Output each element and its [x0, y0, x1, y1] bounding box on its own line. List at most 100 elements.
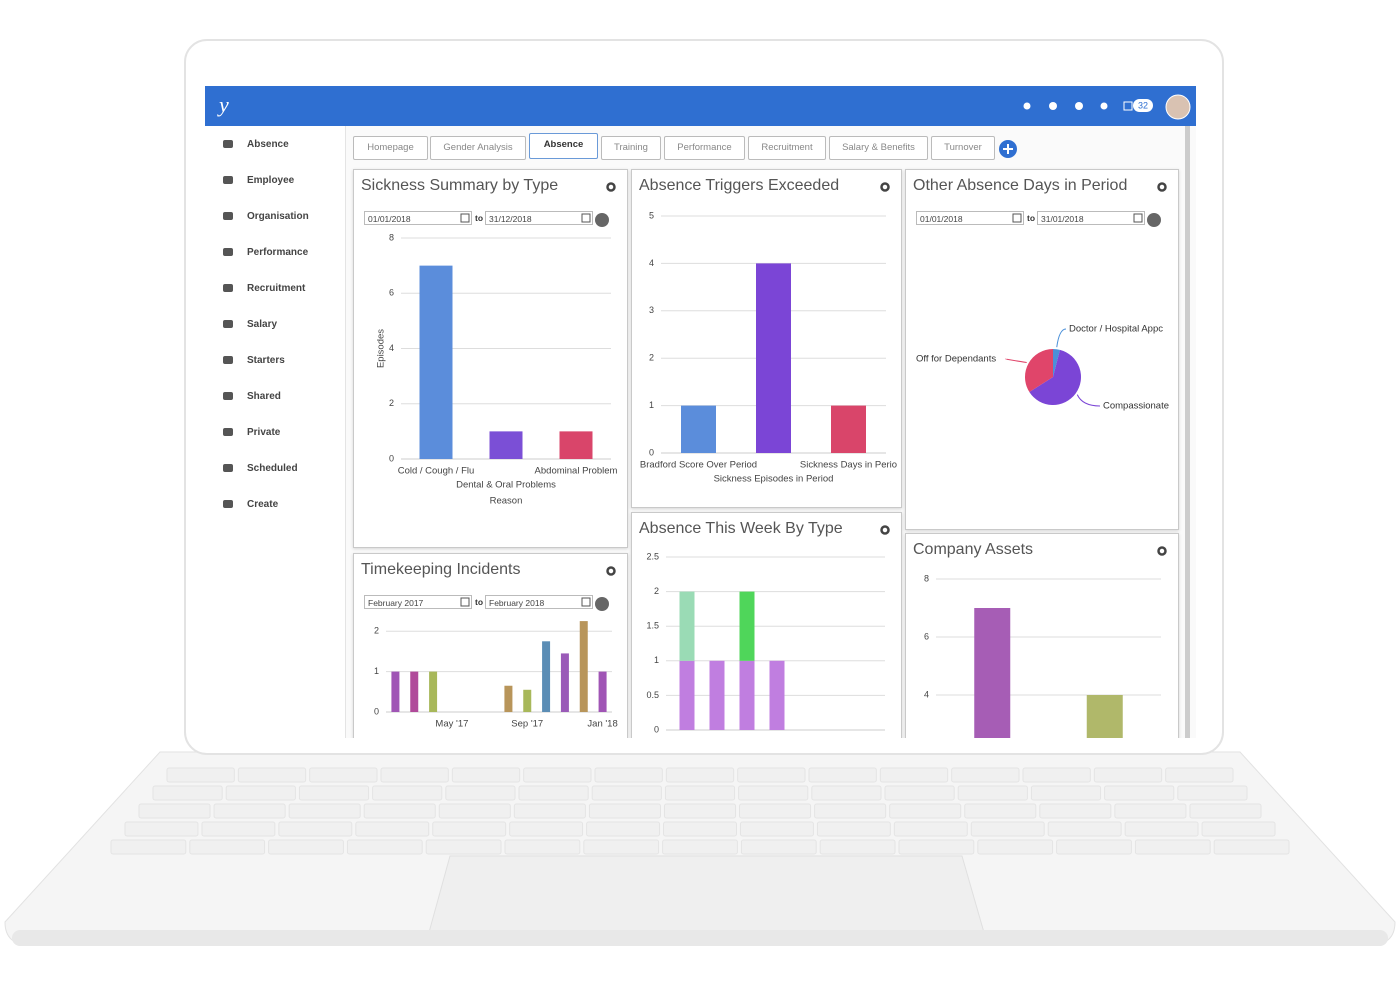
widget-title: Absence Triggers Exceeded [639, 177, 840, 194]
tab[interactable]: Homepage [353, 136, 428, 160]
leader-line [1005, 358, 1027, 364]
tab[interactable]: Training [601, 136, 661, 160]
y-tick-label: 1 [654, 655, 659, 665]
key [298, 785, 370, 801]
y-tick-label: 4 [924, 689, 929, 699]
nav-item[interactable]: Create [247, 499, 279, 510]
filter-icon[interactable] [1147, 213, 1161, 227]
date-from[interactable]: 01/01/2018 [364, 211, 472, 225]
y-tick-label: 6 [389, 288, 394, 298]
bar-segment [679, 660, 695, 730]
key [268, 839, 344, 855]
key [278, 821, 353, 837]
key [363, 803, 436, 819]
bar-segment [739, 591, 755, 661]
key [594, 767, 663, 783]
date-to[interactable]: 31/12/2018 [485, 211, 593, 225]
y-tick-label: 0 [389, 453, 394, 463]
tab[interactable]: Gender Analysis [430, 136, 526, 160]
key [1134, 839, 1211, 855]
key [591, 785, 662, 801]
badge[interactable]: 32 [1138, 100, 1148, 110]
tab[interactable]: Performance [664, 136, 745, 160]
y-tick-label: 0 [374, 706, 379, 716]
key [124, 821, 199, 837]
key [814, 803, 887, 819]
bar [974, 608, 1011, 738]
settings-icon[interactable] [606, 182, 616, 192]
date-to[interactable]: 31/01/2018 [1037, 211, 1145, 225]
nav-icon [223, 320, 233, 328]
date-to[interactable]: February 2018 [485, 595, 593, 609]
key [739, 803, 812, 819]
x-tick-label: Cold / Cough / Flu [398, 466, 475, 477]
key [1047, 821, 1122, 837]
nav-item[interactable]: Starters [247, 355, 285, 366]
key [970, 821, 1045, 837]
key [432, 821, 507, 837]
key [1030, 785, 1102, 801]
settings-icon[interactable] [880, 182, 890, 192]
nav-item[interactable]: Absence [247, 139, 289, 150]
key [451, 767, 521, 783]
key [586, 821, 661, 837]
date-from[interactable]: 01/01/2018 [916, 211, 1024, 225]
tab[interactable]: Absence [529, 133, 598, 159]
nav-item[interactable]: Private [247, 427, 281, 438]
key [380, 767, 449, 783]
add-tab[interactable] [998, 139, 1018, 159]
key [893, 821, 968, 837]
filter-icon[interactable] [595, 213, 609, 227]
x-axis-label: Reason [490, 496, 523, 507]
key [1189, 803, 1262, 819]
y-tick-label: 8 [924, 573, 929, 583]
pie-label: Doctor / Hospital Appc [1069, 324, 1163, 335]
bar [419, 265, 453, 459]
settings-icon[interactable] [1157, 546, 1167, 556]
settings-icon[interactable] [880, 525, 890, 535]
bar [559, 431, 593, 459]
key [189, 839, 266, 855]
nav-item[interactable]: Organisation [247, 211, 309, 222]
key [309, 767, 378, 783]
pie-slice [1053, 349, 1060, 377]
nav-item[interactable]: Performance [247, 247, 309, 258]
nav-glyph [223, 428, 233, 436]
pie-slice [1029, 349, 1081, 405]
nav-icon [223, 464, 233, 472]
settings-icon[interactable] [1157, 182, 1167, 192]
key [811, 785, 882, 801]
tab[interactable]: Turnover [931, 136, 995, 160]
settings-icon[interactable] [606, 566, 616, 576]
widget: Other Absence Days in Period Doctor / Hos… [905, 169, 1179, 530]
nav-item[interactable]: Salary [247, 319, 278, 330]
nav-glyph [223, 176, 233, 184]
x-tick-label: Sickness Episodes in Period [714, 474, 834, 485]
key [816, 821, 891, 837]
nav-item[interactable]: Scheduled [247, 463, 298, 474]
key [1124, 821, 1199, 837]
x-tick-label: Jan '18 [587, 719, 617, 730]
key [740, 839, 817, 855]
filter-icon[interactable] [595, 597, 609, 611]
sidebar: Absence Employee Organisation Performance Re… [205, 126, 346, 738]
pie-slice [1025, 349, 1053, 393]
key [438, 803, 511, 819]
key [288, 803, 361, 819]
tab[interactable]: Recruitment [748, 136, 826, 160]
tab[interactable]: Salary & Benefits [829, 136, 928, 160]
key [1177, 785, 1248, 801]
nav-item[interactable]: Employee [247, 175, 295, 186]
logo[interactable]: y [219, 92, 229, 117]
date-from[interactable]: February 2017 [364, 595, 472, 609]
nav-icon [223, 284, 233, 292]
y-tick-label: 2 [654, 586, 659, 596]
key [664, 785, 736, 801]
key [1056, 839, 1132, 855]
nav-item[interactable]: Shared [247, 391, 281, 402]
nav-item[interactable]: Recruitment [247, 283, 306, 294]
key [808, 767, 877, 783]
key [964, 803, 1037, 819]
key [1213, 839, 1290, 855]
bar [831, 405, 866, 453]
